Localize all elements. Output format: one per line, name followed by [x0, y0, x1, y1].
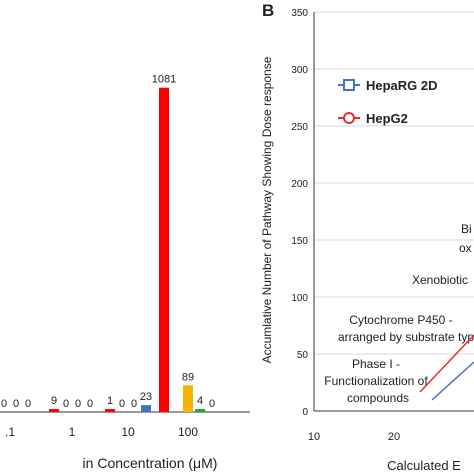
legend-marker-circle-icon: [343, 112, 355, 124]
panel-a-bars: 000090001002310818940: [1, 74, 215, 412]
bar-10-3: [141, 405, 151, 412]
y-tick-label-3: 150: [291, 236, 308, 247]
bar-100-0: [159, 87, 169, 412]
panel-b-x-axis-label: Calculated E: [387, 458, 461, 473]
x-tick-label-b-1: 20: [388, 431, 400, 443]
bar-data-label: 0: [119, 398, 125, 410]
panel-b-legend: HepaRG 2D HepG2: [338, 78, 438, 126]
panel-b-x-tick-labels: 10 20: [308, 431, 400, 443]
y-tick-label-6: 300: [291, 65, 308, 76]
panel-b-label: B: [262, 1, 274, 20]
y-tick-label-1: 50: [297, 350, 309, 361]
bar-data-label: 0: [209, 398, 215, 410]
bar-data-label: 4: [197, 395, 203, 407]
legend-entry-heparg-2d: HepaRG 2D: [338, 78, 438, 93]
bar-100-2: [183, 385, 193, 412]
bar-1-0: [49, 409, 59, 412]
y-tick-label-5: 250: [291, 122, 308, 133]
panel-a-x-tick-labels: .1 1 10 100: [5, 425, 198, 439]
annotation-compounds: compounds: [347, 391, 409, 405]
bar-100-3: [195, 409, 205, 412]
annotation-ox: ox: [459, 241, 472, 255]
annotation-cytochrome-p450: Cytochrome P450 -: [349, 313, 452, 327]
x-tick-label-1: 1: [69, 425, 76, 439]
y-tick-label-4: 200: [291, 179, 308, 190]
annotation-xenobiotic: Xenobiotic: [412, 273, 468, 287]
bar-data-label: 1081: [152, 74, 176, 86]
legend-entry-hepg2: HepG2: [338, 111, 408, 126]
bar-data-label: 0: [1, 398, 7, 410]
bar-data-label: 89: [182, 371, 194, 383]
series-line-hepg2: [419, 334, 474, 393]
x-tick-label-b-0: 10: [308, 431, 320, 443]
bar-data-label: 0: [13, 398, 19, 410]
bar-data-label: 0: [131, 398, 137, 410]
legend-marker-square-icon: [343, 79, 355, 91]
y-tick-label-2: 100: [291, 293, 308, 304]
panel-a-x-axis-label: in Concentration (μM): [83, 455, 218, 471]
panel-b-annotations: Bi ox Xenobiotic Cytochrome P450 - arran…: [324, 222, 474, 405]
annotation-functionalization: Functionalization of: [324, 374, 428, 388]
bar-data-label: 0: [25, 398, 31, 410]
x-tick-label-2: 10: [121, 425, 135, 439]
panel-b-gridlines: [314, 11, 474, 355]
legend-label-heparg-2d: HepaRG 2D: [366, 78, 438, 93]
annotation-bi: Bi: [461, 222, 472, 236]
annotation-phase-i: Phase I -: [352, 357, 400, 371]
panel-b-y-axis-label: Accumlative Number of Pathway Showing Do…: [260, 56, 274, 363]
panel-b-series-lines: [419, 334, 474, 401]
bar-data-label: 1: [107, 395, 113, 407]
panel-b-y-tick-labels: 0 50 100 150 200 250 300 350: [291, 8, 308, 418]
panel-b-line-chart: B 0 50 100 150 200 250 300 350 10 20 Accumlative…: [260, 1, 474, 473]
series-line-heparg-2d: [431, 361, 474, 401]
x-tick-label-3: 100: [178, 425, 198, 439]
bar-10-0: [105, 409, 115, 412]
bar-data-label: 23: [140, 391, 152, 403]
legend-label-hepg2: HepG2: [366, 111, 408, 126]
annotation-arranged-by-substrate: arranged by substrate typ: [338, 330, 474, 344]
bar-data-label: 0: [87, 398, 93, 410]
y-tick-label-7: 350: [291, 8, 308, 19]
bar-data-label: 9: [51, 395, 57, 407]
bar-data-label: 0: [63, 398, 69, 410]
y-tick-label-0: 0: [302, 407, 308, 418]
x-tick-label-0: .1: [5, 425, 15, 439]
bar-data-label: 0: [75, 398, 81, 410]
